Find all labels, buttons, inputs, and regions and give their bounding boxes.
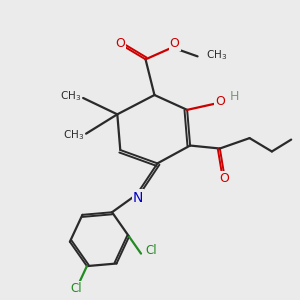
Text: O: O	[115, 37, 125, 50]
Text: O: O	[219, 172, 229, 185]
Text: N: N	[133, 190, 143, 205]
Text: O: O	[215, 95, 225, 108]
Text: CH$_3$: CH$_3$	[60, 90, 82, 104]
Text: CH$_3$: CH$_3$	[63, 128, 85, 142]
Text: Cl: Cl	[71, 282, 82, 295]
Text: O: O	[170, 38, 180, 50]
Text: H: H	[230, 90, 240, 103]
Text: CH$_3$: CH$_3$	[206, 48, 228, 62]
Text: Cl: Cl	[146, 244, 157, 257]
